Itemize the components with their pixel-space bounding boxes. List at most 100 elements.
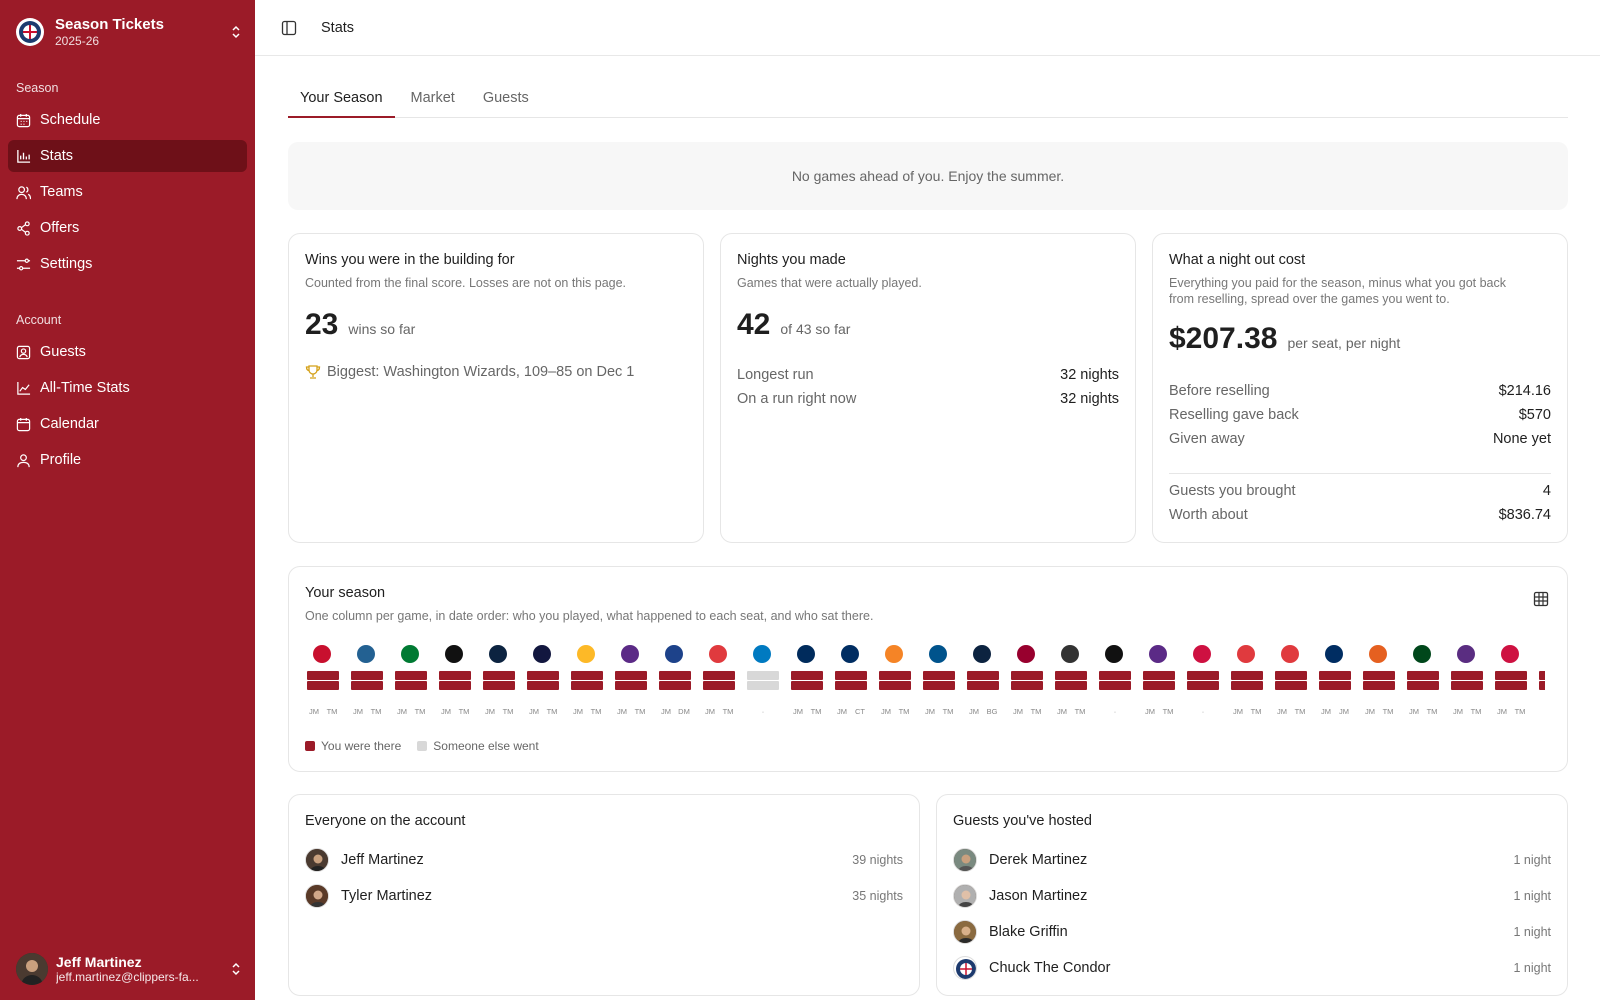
game-column[interactable]: JM TM: [613, 645, 647, 719]
game-column[interactable]: JM TM: [877, 645, 911, 719]
seat-cell: [1231, 671, 1263, 680]
seat-cell: [659, 681, 691, 690]
game-column[interactable]: ·: [745, 645, 779, 719]
tab-your-season[interactable]: Your Season: [288, 84, 395, 118]
seat-initials: BG: [986, 707, 998, 716]
person-count: 1 night: [1513, 889, 1551, 903]
team-logo-icon: [1369, 645, 1387, 663]
team-logo-icon: [709, 645, 727, 663]
game-column[interactable]: JM TM: [437, 645, 471, 719]
team-logo-icon: [533, 645, 551, 663]
share-icon: [17, 220, 30, 236]
team-logo-icon: [1501, 645, 1519, 663]
game-column[interactable]: JM TM: [701, 645, 735, 719]
seat-cell: [747, 681, 779, 690]
seat-initials: TM: [1426, 707, 1438, 716]
sidebar-toggle-button[interactable]: [275, 14, 303, 42]
table-view-button[interactable]: [1531, 589, 1551, 609]
game-column[interactable]: JM TM: [1449, 645, 1483, 719]
game-column[interactable]: JM TM: [525, 645, 559, 719]
game-column[interactable]: JM TM: [393, 645, 427, 719]
nights-value: 42: [737, 308, 771, 341]
game-column[interactable]: JM DM: [657, 645, 691, 719]
sidebar-item-label: Teams: [40, 184, 83, 200]
game-column[interactable]: JM TM: [1361, 645, 1395, 719]
seat-cell: [395, 671, 427, 680]
list-item[interactable]: Jason Martinez 1 night: [953, 883, 1551, 909]
seat-initials: TM: [1030, 707, 1042, 716]
sidebar-item-guests[interactable]: Guests: [8, 336, 247, 368]
game-column[interactable]: JM TM: [1053, 645, 1087, 719]
seat-initials: CT: [855, 707, 865, 716]
list-item[interactable]: Jeff Martinez 39 nights: [305, 847, 903, 873]
game-column[interactable]: JM TM: [1273, 645, 1307, 719]
contact-icon: [16, 345, 31, 359]
game-column[interactable]: JM TM: [789, 645, 823, 719]
game-column[interactable]: ·: [1097, 645, 1131, 719]
avatar: [305, 848, 329, 872]
person-name: Chuck The Condor: [989, 960, 1111, 976]
users-icon: [16, 185, 31, 199]
user-email: jeff.martinez@clippers-fa...: [56, 969, 199, 984]
seat-cell: [1187, 671, 1219, 680]
game-column[interactable]: JM: [1537, 645, 1545, 719]
seat-initials: TM: [1382, 707, 1394, 716]
game-column[interactable]: JM TM: [1405, 645, 1439, 719]
sidebar-item-offers[interactable]: Offers: [8, 212, 247, 244]
game-column[interactable]: JM TM: [1229, 645, 1263, 719]
stat-label: Longest run: [737, 367, 814, 383]
seat-initials: JM: [793, 707, 803, 716]
wins-unit: wins so far: [348, 321, 416, 337]
stat-label: Before reselling: [1169, 383, 1270, 399]
game-column[interactable]: JM TM: [305, 645, 339, 719]
game-column[interactable]: JM TM: [1493, 645, 1527, 719]
user-menu[interactable]: Jeff Martinez jeff.martinez@clippers-fa.…: [16, 952, 244, 986]
game-column[interactable]: JM TM: [1009, 645, 1043, 719]
team-switcher[interactable]: Season Tickets 2025-26: [16, 14, 244, 50]
brand-title: Season Tickets: [55, 15, 164, 33]
game-column[interactable]: ·: [1185, 645, 1219, 719]
seat-initials: JM: [1409, 707, 1419, 716]
seat-cell: [439, 681, 471, 690]
card-subtitle: Everything you paid for the season, minu…: [1169, 275, 1506, 307]
game-column[interactable]: JM TM: [569, 645, 603, 719]
stat-value: None yet: [1492, 431, 1551, 447]
seat-initials: JM: [485, 707, 495, 716]
sidebar-item-label: Profile: [40, 452, 82, 468]
game-column[interactable]: JM TM: [921, 645, 955, 719]
list-item[interactable]: Blake Griffin 1 night: [953, 919, 1551, 945]
avatar: [953, 884, 977, 908]
seat-cell: [923, 681, 955, 690]
seat-initials: TM: [810, 707, 822, 716]
sidebar-item-profile[interactable]: Profile: [8, 444, 247, 476]
sidebar-item-all-time-stats[interactable]: All-Time Stats: [8, 372, 247, 404]
sidebar-item-settings[interactable]: Settings: [8, 248, 247, 280]
card-title: Wins you were in the building for: [305, 252, 515, 268]
breadcrumb: Stats: [321, 19, 355, 36]
seat-initials: TM: [1470, 707, 1482, 716]
game-column[interactable]: JM TM: [349, 645, 383, 719]
game-column[interactable]: JM JM: [1317, 645, 1351, 719]
list-item[interactable]: Derek Martinez 1 night: [953, 847, 1551, 873]
game-column[interactable]: JM CT: [833, 645, 867, 719]
game-column[interactable]: JM TM: [481, 645, 515, 719]
team-logo-icon: [885, 645, 903, 663]
seat-initials: TM: [898, 707, 910, 716]
tab-market[interactable]: Market: [410, 90, 455, 106]
sidebar-item-schedule[interactable]: Schedule: [8, 104, 247, 136]
calendar-grid-icon: [16, 113, 31, 127]
list-item[interactable]: Tyler Martinez 35 nights: [305, 883, 903, 909]
sidebar-item-calendar[interactable]: Calendar: [8, 408, 247, 440]
game-column[interactable]: JM TM: [1141, 645, 1175, 719]
tab-guests[interactable]: Guests: [482, 90, 529, 106]
team-logo-icon: [1457, 645, 1475, 663]
cost-value: $207.38: [1169, 322, 1278, 355]
seat-initials: TM: [1074, 707, 1086, 716]
list-item[interactable]: Chuck The Condor 1 night: [953, 955, 1551, 981]
sidebar-item-stats[interactable]: Stats: [8, 140, 247, 172]
nav-section-account: Account: [16, 313, 62, 327]
seat-cell: [1495, 681, 1527, 690]
game-column[interactable]: JM BG: [965, 645, 999, 719]
seat-initials: JM: [441, 707, 451, 716]
sidebar-item-teams[interactable]: Teams: [8, 176, 247, 208]
